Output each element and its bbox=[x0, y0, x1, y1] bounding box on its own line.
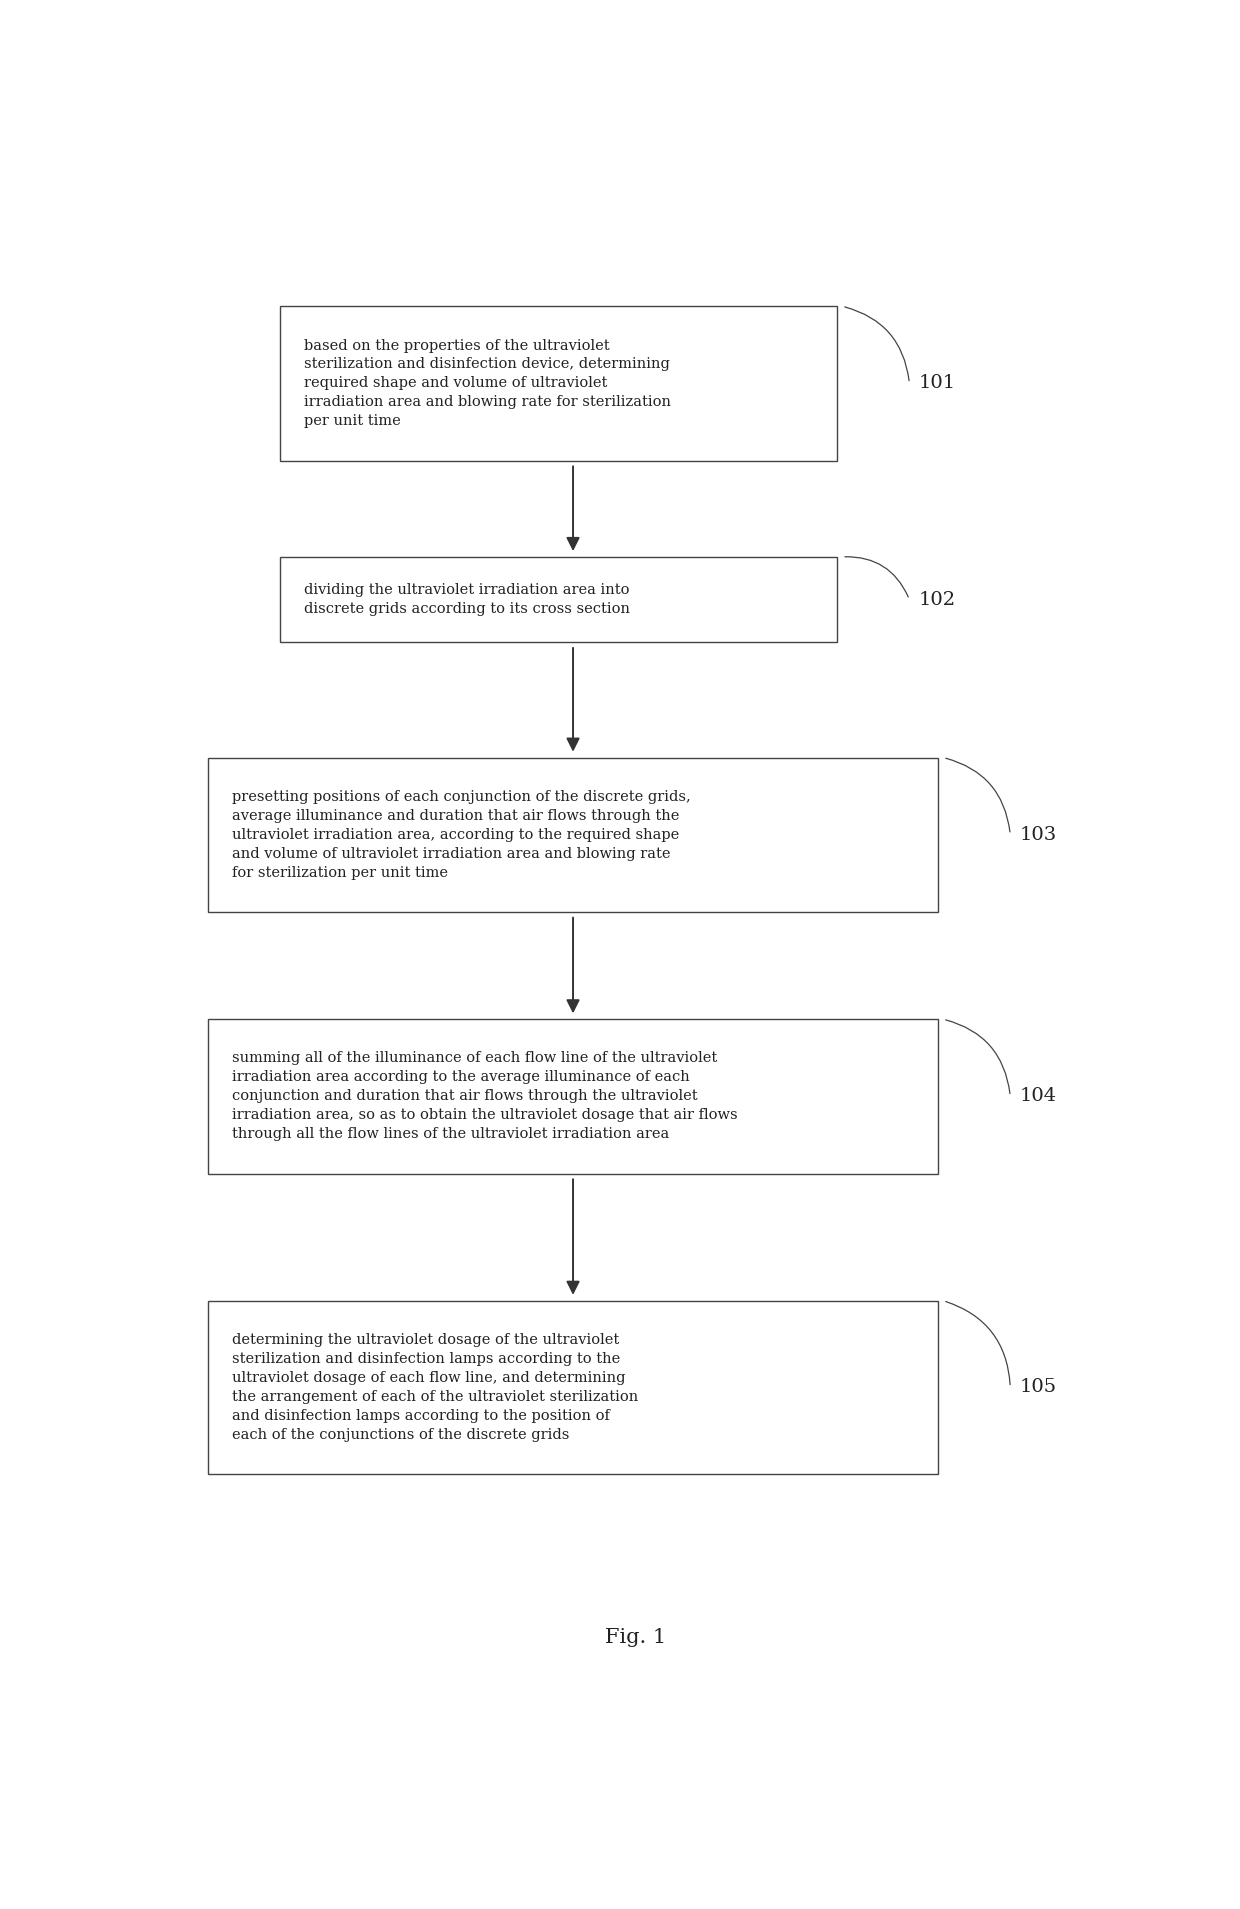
Text: presetting positions of each conjunction of the discrete grids,
average illumina: presetting positions of each conjunction… bbox=[232, 790, 691, 880]
Text: 101: 101 bbox=[919, 374, 956, 393]
FancyBboxPatch shape bbox=[208, 758, 939, 913]
FancyBboxPatch shape bbox=[280, 557, 837, 641]
FancyBboxPatch shape bbox=[208, 1300, 939, 1474]
Text: 105: 105 bbox=[1019, 1378, 1056, 1395]
Text: summing all of the illuminance of each flow line of the ultraviolet
irradiation : summing all of the illuminance of each f… bbox=[232, 1052, 738, 1142]
Text: determining the ultraviolet dosage of the ultraviolet
sterilization and disinfec: determining the ultraviolet dosage of th… bbox=[232, 1332, 639, 1441]
FancyBboxPatch shape bbox=[208, 1019, 939, 1174]
Text: dividing the ultraviolet irradiation area into
discrete grids according to its c: dividing the ultraviolet irradiation are… bbox=[304, 582, 630, 617]
FancyBboxPatch shape bbox=[280, 305, 837, 460]
Text: 103: 103 bbox=[1019, 827, 1058, 844]
Text: based on the properties of the ultraviolet
sterilization and disinfection device: based on the properties of the ultraviol… bbox=[304, 338, 671, 428]
Text: 102: 102 bbox=[919, 590, 956, 609]
Text: 104: 104 bbox=[1019, 1088, 1056, 1105]
Text: Fig. 1: Fig. 1 bbox=[605, 1628, 666, 1647]
